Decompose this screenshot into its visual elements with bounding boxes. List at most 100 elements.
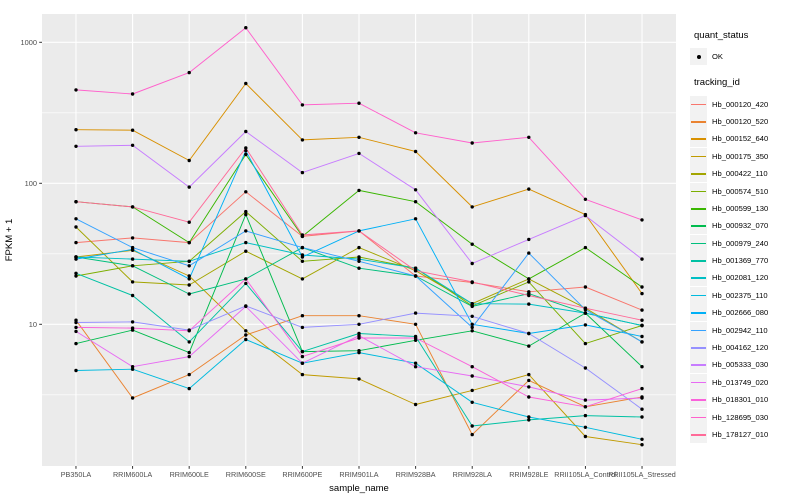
line-swatch-icon (691, 190, 706, 193)
data-point (187, 283, 191, 287)
data-point (583, 413, 588, 418)
data-point (74, 144, 78, 148)
data-point (640, 443, 644, 447)
data-point (527, 237, 531, 242)
data-point (583, 306, 588, 310)
legend-item: Hb_000120_520 (690, 112, 800, 130)
legend-item: Hb_005333_030 (690, 356, 800, 374)
y-tick-label: 10 (29, 320, 37, 329)
data-point (640, 396, 644, 400)
legend-item-label: Hb_000574_510 (712, 186, 769, 196)
data-point (583, 197, 588, 201)
data-point (640, 407, 644, 411)
data-point (130, 280, 135, 284)
legend-item: Hb_000120_420 (690, 95, 800, 113)
legend-key-line-icon (690, 373, 707, 391)
data-point (527, 418, 531, 422)
data-point (300, 325, 305, 330)
data-point (640, 323, 644, 328)
legend-key-line-icon (690, 408, 707, 426)
data-point (357, 229, 361, 233)
data-point (357, 101, 361, 105)
data-point (470, 304, 474, 309)
data-point (640, 291, 644, 296)
data-point (470, 388, 474, 393)
data-point (244, 212, 248, 217)
legend-key-line-icon (690, 95, 707, 113)
data-point (413, 149, 418, 154)
data-point (357, 377, 361, 381)
legend-key-line-icon (690, 199, 707, 217)
legend-key-line-icon (690, 356, 707, 374)
line-swatch-icon (691, 155, 706, 158)
legend-item-label: Hb_000932_070 (712, 221, 769, 231)
legend-quant-section: quant_status OK (690, 30, 800, 66)
data-point (470, 374, 474, 378)
data-point (413, 266, 418, 270)
data-point (187, 70, 191, 75)
data-point (413, 322, 418, 326)
data-point (74, 88, 78, 92)
legend-tracking-title: tracking_id (694, 77, 740, 89)
legend-item-label: Hb_000599_130 (712, 203, 769, 213)
legend-key-point-icon (690, 48, 707, 66)
data-point (74, 128, 78, 132)
data-point (527, 251, 531, 255)
legend-item: Hb_000574_510 (690, 182, 800, 200)
legend-item: Hb_000932_070 (690, 217, 800, 235)
data-point (300, 277, 305, 281)
legend-key-line-icon (690, 269, 707, 287)
data-point (470, 314, 474, 318)
x-tick-label: RRIM600SE (226, 470, 266, 479)
line-swatch-icon (691, 329, 706, 332)
data-point (470, 141, 474, 145)
line-swatch-icon (691, 294, 706, 297)
legend-item-label: Hb_000152_640 (712, 134, 769, 144)
data-point (244, 304, 248, 309)
data-point (187, 350, 191, 355)
data-point (527, 277, 531, 281)
data-point (527, 378, 531, 383)
line-swatch-icon (691, 120, 706, 123)
data-point (640, 218, 644, 222)
data-point (244, 249, 248, 253)
data-point (187, 158, 191, 163)
line-swatch-icon (691, 277, 706, 280)
data-point (583, 398, 588, 402)
data-point (583, 213, 588, 218)
data-point (244, 281, 248, 286)
data-point (244, 240, 248, 245)
data-point (583, 323, 588, 327)
y-tick-label: 100 (25, 179, 37, 188)
legend-item: Hb_004162_120 (690, 339, 800, 357)
legend-item: Hb_013749_020 (690, 373, 800, 391)
data-point (244, 190, 248, 194)
data-point (74, 271, 78, 275)
data-point (187, 240, 191, 245)
legend-item: Hb_001369_770 (690, 252, 800, 270)
legend-item: Hb_002081_120 (690, 269, 800, 287)
legend: quant_status OK tracking_id Hb_000120_42… (690, 30, 800, 455)
data-point (640, 334, 644, 339)
x-tick-label: RRIM928LA (453, 470, 492, 479)
line-swatch-icon (691, 364, 706, 367)
data-point (527, 372, 531, 377)
data-point (187, 220, 191, 224)
data-point (413, 131, 418, 135)
data-point (130, 264, 135, 268)
legend-item-label: Hb_004162_120 (712, 343, 769, 353)
data-point (527, 415, 531, 419)
legend-item-label: Hb_005333_030 (712, 360, 769, 370)
legend-item: Hb_000152_640 (690, 130, 800, 148)
data-point (527, 280, 531, 284)
data-point (413, 188, 418, 192)
x-tick-label: PB350LA (61, 470, 92, 479)
data-point (300, 354, 305, 359)
data-point (413, 365, 418, 369)
data-point (74, 200, 78, 204)
data-point (583, 311, 588, 315)
data-point (470, 205, 474, 209)
legend-tracking-section: tracking_id Hb_000120_420 Hb_000120_520 Hb… (690, 77, 800, 443)
data-point (187, 386, 191, 391)
legend-item: Hb_018301_010 (690, 391, 800, 409)
